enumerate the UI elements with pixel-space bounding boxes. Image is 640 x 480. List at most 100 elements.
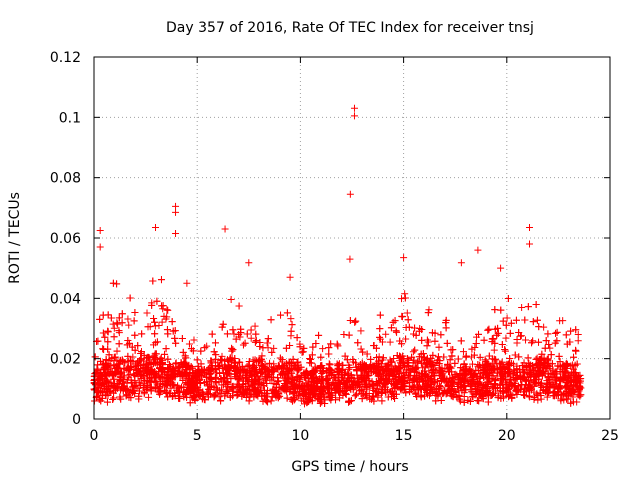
data-point xyxy=(485,325,493,333)
data-point xyxy=(517,332,525,340)
data-point xyxy=(151,322,159,330)
data-point xyxy=(226,393,234,401)
data-point xyxy=(476,372,484,380)
data-point xyxy=(376,325,384,333)
data-point xyxy=(528,339,536,347)
data-point xyxy=(572,346,580,354)
data-point xyxy=(247,326,255,334)
data-point xyxy=(440,376,448,384)
data-point xyxy=(270,388,278,396)
data-point xyxy=(526,366,534,374)
data-point xyxy=(147,387,155,395)
data-point xyxy=(428,357,436,365)
data-point xyxy=(440,353,448,361)
data-point xyxy=(488,375,496,383)
data-point xyxy=(159,302,167,310)
data-point xyxy=(562,331,570,339)
data-point xyxy=(278,358,286,366)
data-point xyxy=(278,369,286,377)
data-point xyxy=(105,351,113,359)
data-point xyxy=(325,393,333,401)
data-point xyxy=(287,395,295,403)
data-point xyxy=(199,366,207,374)
data-point xyxy=(239,380,247,388)
data-point xyxy=(546,382,554,390)
data-point xyxy=(402,335,410,343)
data-point xyxy=(440,389,448,397)
data-point xyxy=(103,398,111,406)
data-point xyxy=(102,382,110,390)
data-point xyxy=(446,356,454,364)
data-point xyxy=(201,396,209,404)
data-point xyxy=(245,361,253,369)
data-point xyxy=(239,341,247,349)
data-point xyxy=(478,392,486,400)
data-point xyxy=(218,357,226,365)
data-point xyxy=(126,294,134,302)
data-point xyxy=(158,318,166,326)
data-point xyxy=(381,381,389,389)
data-point xyxy=(227,295,235,303)
data-point xyxy=(556,317,564,325)
data-point xyxy=(151,385,159,393)
data-point xyxy=(471,343,479,351)
data-point xyxy=(485,352,493,360)
data-point xyxy=(520,359,528,367)
data-point xyxy=(148,301,156,309)
data-point xyxy=(241,339,249,347)
data-point xyxy=(127,394,135,402)
data-point xyxy=(538,350,546,358)
data-point xyxy=(462,363,470,371)
data-point xyxy=(498,341,506,349)
data-point xyxy=(555,352,563,360)
data-point xyxy=(277,311,285,319)
data-point xyxy=(548,360,556,368)
data-point xyxy=(144,376,152,384)
data-point xyxy=(222,388,230,396)
data-point xyxy=(245,357,253,365)
data-point xyxy=(246,385,254,393)
data-point xyxy=(95,395,103,403)
data-point xyxy=(374,393,382,401)
data-point xyxy=(207,357,215,365)
data-point xyxy=(450,387,458,395)
data-point xyxy=(352,317,360,325)
data-point xyxy=(98,372,106,380)
data-point xyxy=(557,384,565,392)
data-point xyxy=(468,345,476,353)
data-point xyxy=(419,372,427,380)
data-point xyxy=(160,312,168,320)
data-point xyxy=(333,340,341,348)
data-point xyxy=(534,364,542,372)
data-point xyxy=(350,378,358,386)
data-point xyxy=(104,392,112,400)
data-point xyxy=(252,365,260,373)
data-point xyxy=(515,328,523,336)
data-point xyxy=(574,331,582,339)
data-point xyxy=(287,327,295,335)
data-point xyxy=(136,371,144,379)
data-point xyxy=(164,393,172,401)
data-point xyxy=(399,369,407,377)
data-point xyxy=(315,331,323,339)
data-point xyxy=(455,391,463,399)
data-point xyxy=(161,368,169,376)
data-point xyxy=(176,394,184,402)
data-point xyxy=(540,386,548,394)
data-point xyxy=(523,363,531,371)
data-point xyxy=(501,347,509,355)
data-point xyxy=(325,350,333,358)
data-point xyxy=(211,391,219,399)
data-point xyxy=(304,381,312,389)
data-point xyxy=(172,360,180,368)
data-point xyxy=(228,344,236,352)
data-point xyxy=(143,309,151,317)
data-point xyxy=(114,365,122,373)
data-point xyxy=(286,359,294,367)
data-point xyxy=(470,351,478,359)
data-point xyxy=(327,388,335,396)
data-point xyxy=(110,333,118,341)
data-point xyxy=(462,353,470,361)
data-point xyxy=(409,348,417,356)
data-point xyxy=(104,338,112,346)
